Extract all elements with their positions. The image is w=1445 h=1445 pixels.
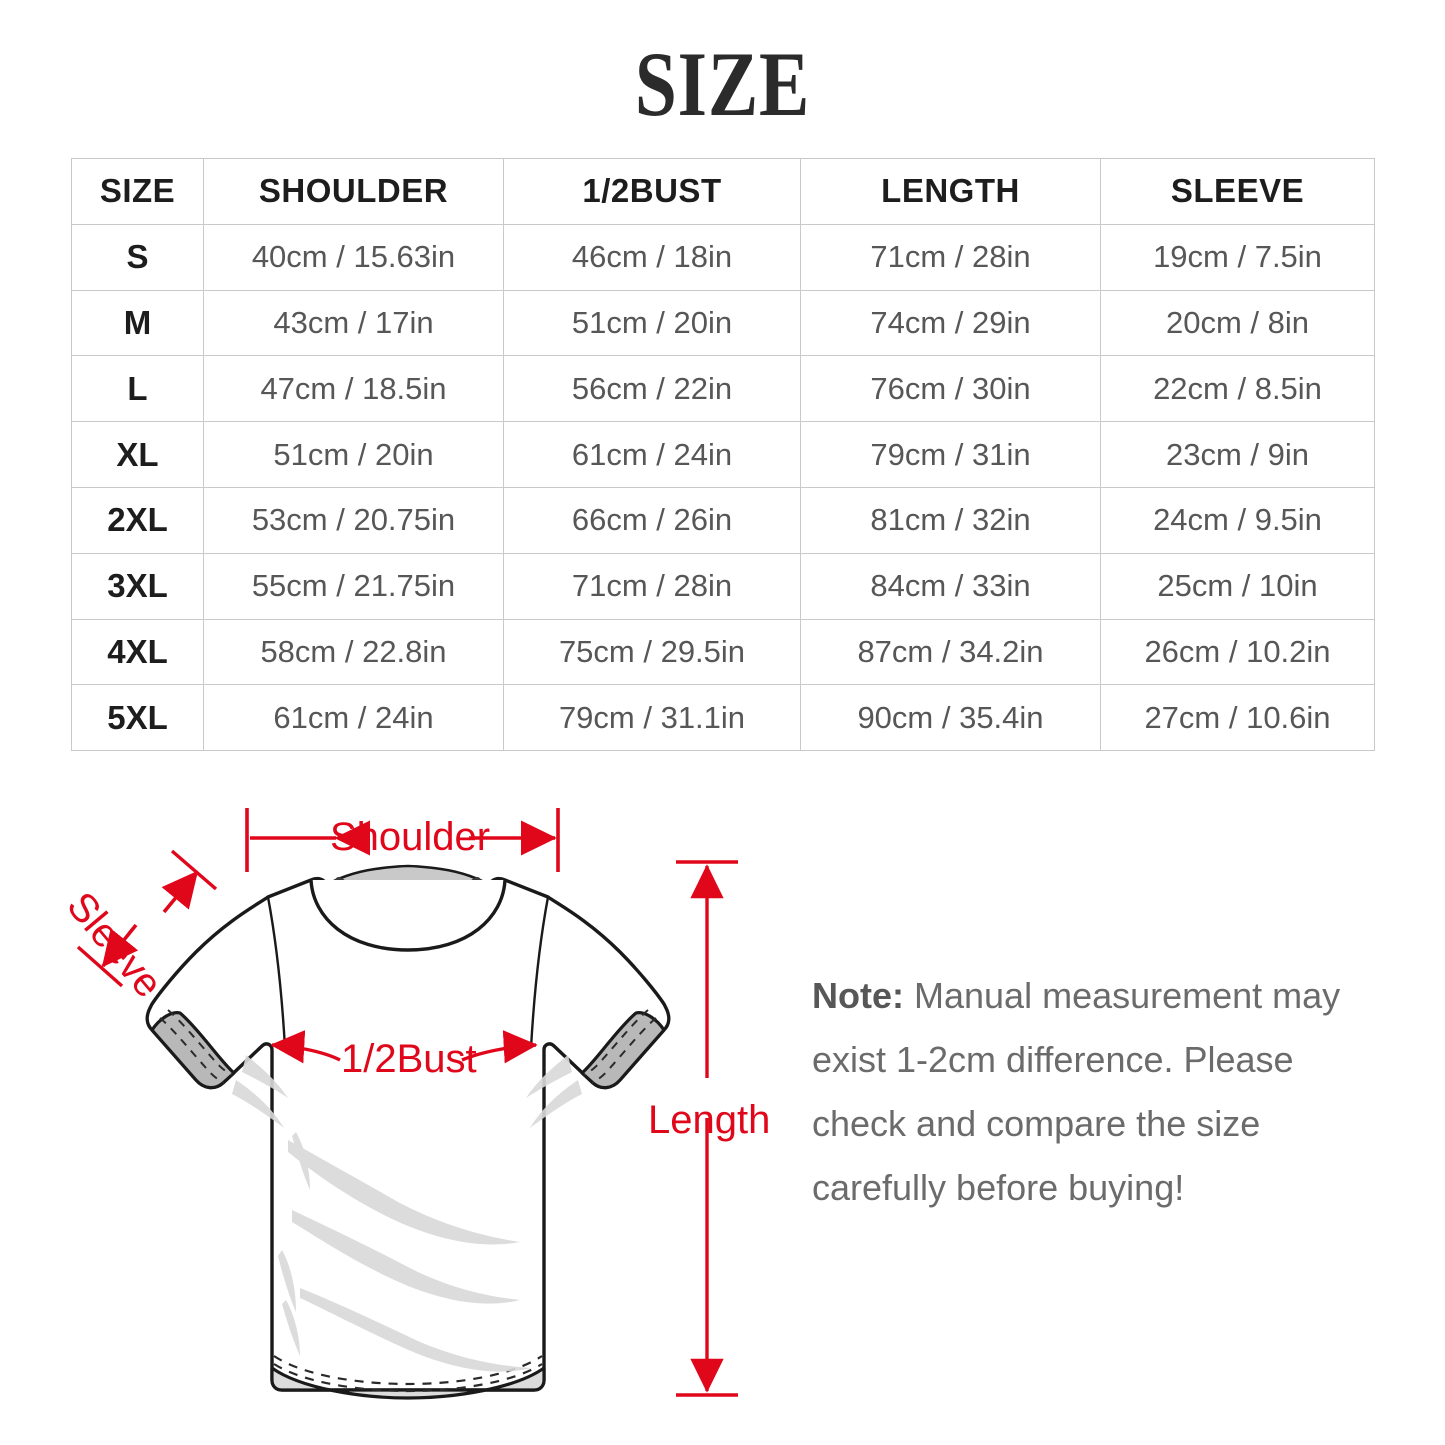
size-chart-table: SIZE SHOULDER 1/2BUST LENGTH SLEEVE S 40… [71, 158, 1375, 752]
cell-bust: 75cm / 29.5in [503, 618, 801, 686]
cell-sleeve: 19cm / 7.5in [1100, 223, 1375, 291]
tshirt-shape [145, 864, 671, 1400]
cell-length: 76cm / 30in [800, 355, 1101, 423]
column-header-length: LENGTH [800, 158, 1101, 225]
cell-size: 2XL [71, 486, 204, 554]
cell-size: 3XL [71, 552, 204, 620]
cell-shoulder: 43cm / 17in [203, 289, 504, 357]
cell-size: 5XL [71, 684, 204, 752]
cell-length: 71cm / 28in [800, 223, 1101, 291]
cell-sleeve: 26cm / 10.2in [1100, 618, 1375, 686]
cell-size: L [71, 355, 204, 423]
cell-shoulder: 53cm / 20.75in [203, 486, 504, 554]
cell-shoulder: 47cm / 18.5in [203, 355, 504, 423]
table-row: S 40cm / 15.63in 46cm / 18in 71cm / 28in… [71, 223, 1375, 291]
cell-bust: 46cm / 18in [503, 223, 801, 291]
cell-length: 84cm / 33in [800, 552, 1101, 620]
cell-bust: 61cm / 24in [503, 421, 801, 488]
cell-sleeve: 24cm / 9.5in [1100, 486, 1375, 554]
cell-shoulder: 61cm / 24in [203, 684, 504, 752]
column-header-size: SIZE [71, 158, 204, 225]
cell-shoulder: 58cm / 22.8in [203, 618, 504, 686]
cell-sleeve: 23cm / 9in [1100, 421, 1375, 488]
cell-shoulder: 55cm / 21.75in [203, 552, 504, 620]
table-row: 2XL 53cm / 20.75in 66cm / 26in 81cm / 32… [71, 486, 1375, 554]
cell-bust: 79cm / 31.1in [503, 684, 801, 752]
cell-length: 79cm / 31in [800, 421, 1101, 488]
cell-length: 87cm / 34.2in [800, 618, 1101, 686]
cell-size: XL [71, 421, 204, 488]
cell-shoulder: 40cm / 15.63in [203, 223, 504, 291]
note-body: Manual measurement may exist 1-2cm diffe… [812, 975, 1341, 1208]
length-label: Length [648, 1098, 771, 1142]
note-prefix: Note: [812, 975, 904, 1016]
cell-sleeve: 20cm / 8in [1100, 289, 1375, 357]
table-row: 5XL 61cm / 24in 79cm / 31.1in 90cm / 35.… [71, 684, 1375, 752]
cell-sleeve: 25cm / 10in [1100, 552, 1375, 620]
cell-size: 4XL [71, 618, 204, 686]
cell-length: 81cm / 32in [800, 486, 1101, 554]
cell-size: S [71, 223, 204, 291]
cell-bust: 51cm / 20in [503, 289, 801, 357]
shoulder-label: Shoulder [330, 815, 491, 859]
table-row: 4XL 58cm / 22.8in 75cm / 29.5in 87cm / 3… [71, 618, 1375, 686]
measurement-diagram [0, 780, 820, 1440]
table-row: XL 51cm / 20in 61cm / 24in 79cm / 31in 2… [71, 421, 1375, 488]
measurement-note: Note: Manual measurement may exist 1-2cm… [812, 964, 1382, 1220]
cell-bust: 56cm / 22in [503, 355, 801, 423]
table-row: M 43cm / 17in 51cm / 20in 74cm / 29in 20… [71, 289, 1375, 357]
bust-label: 1/2Bust [341, 1037, 477, 1081]
table-row: L 47cm / 18.5in 56cm / 22in 76cm / 30in … [71, 355, 1375, 423]
cell-length: 90cm / 35.4in [800, 684, 1101, 752]
table-row: 3XL 55cm / 21.75in 71cm / 28in 84cm / 33… [71, 552, 1375, 620]
tshirt-illustration-icon [145, 864, 671, 1400]
page-title: SIZE [634, 33, 811, 135]
table-header-row: SIZE SHOULDER 1/2BUST LENGTH SLEEVE [71, 158, 1375, 225]
cell-size: M [71, 289, 204, 357]
cell-sleeve: 22cm / 8.5in [1100, 355, 1375, 423]
column-header-sleeve: SLEEVE [1100, 158, 1375, 225]
column-header-bust: 1/2BUST [503, 158, 801, 225]
cell-shoulder: 51cm / 20in [203, 421, 504, 488]
cell-bust: 71cm / 28in [503, 552, 801, 620]
cell-bust: 66cm / 26in [503, 486, 801, 554]
column-header-shoulder: SHOULDER [203, 158, 504, 225]
cell-length: 74cm / 29in [800, 289, 1101, 357]
cell-sleeve: 27cm / 10.6in [1100, 684, 1375, 752]
